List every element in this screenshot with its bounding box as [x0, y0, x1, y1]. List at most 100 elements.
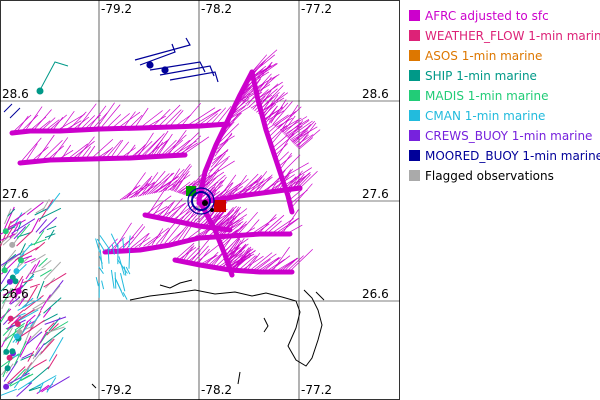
- wind-barb: [257, 76, 272, 96]
- wind-barb: [245, 176, 271, 196]
- legend-label: ASOS 1-min marine: [425, 49, 542, 63]
- wind-barb: [119, 184, 141, 201]
- wind-barb: [210, 151, 226, 168]
- legend-item: AFRC adjusted to sfc: [409, 9, 549, 23]
- wind-barb: [21, 319, 45, 337]
- wind-barb: [229, 249, 256, 271]
- wind-barb: [157, 202, 174, 218]
- wind-barb: [142, 133, 165, 158]
- wind-barb: [10, 297, 20, 305]
- asos-station-square: [214, 200, 226, 212]
- wind-barb: [227, 248, 254, 270]
- wind-barb: [126, 172, 146, 199]
- station-dot: [1, 267, 8, 274]
- wind-barb: [46, 376, 70, 391]
- lon-label-bottom: -77.2: [301, 383, 332, 397]
- wind-barb: [293, 120, 315, 144]
- wind-barb: [43, 307, 52, 318]
- wind-barb: [162, 134, 187, 157]
- wind-barb: [164, 198, 183, 220]
- wind-barb: [228, 254, 244, 266]
- lat-label-left: 28.6: [2, 87, 29, 101]
- wind-barb: [135, 178, 152, 198]
- wind-barb: [283, 119, 300, 134]
- wind-barb: [217, 213, 230, 229]
- wind-barb: [176, 205, 198, 222]
- wind-barb: [25, 331, 43, 345]
- weatherflow-observation-cluster: [0, 192, 70, 397]
- wind-barb: [120, 272, 126, 292]
- wind-barb: [3, 325, 25, 342]
- wind-barb: [13, 340, 27, 366]
- wind-barb: [39, 207, 62, 220]
- wind-barb: [294, 131, 309, 145]
- wind-barb: [246, 252, 261, 271]
- wind-barb: [95, 238, 101, 253]
- wind-barb: [258, 83, 279, 102]
- wind-barb: [222, 206, 240, 230]
- wind-barb: [96, 238, 105, 252]
- station-dot: [13, 333, 20, 340]
- station-dot: [210, 208, 214, 212]
- station-dot: [7, 315, 14, 322]
- legend-swatch: [409, 10, 420, 21]
- wind-barb: [290, 183, 313, 209]
- wind-barb: [272, 246, 290, 272]
- legend-swatch: [409, 150, 420, 161]
- afrc-track: [102, 231, 293, 255]
- ship-wind-barb: [36, 61, 69, 95]
- wind-barb: [130, 233, 150, 249]
- wind-barb: [226, 212, 241, 230]
- wind-barb: [31, 260, 41, 275]
- wind-barb: [194, 243, 220, 264]
- wind-barb: [29, 386, 42, 392]
- wind-barb: [204, 171, 225, 186]
- wind-barb: [274, 110, 297, 127]
- station-dot: [6, 278, 13, 285]
- wind-barb: [11, 114, 32, 134]
- wind-barb: [214, 250, 233, 268]
- coastline-segment: [263, 317, 269, 333]
- wind-barb: [298, 137, 314, 150]
- legend-item: Flagged observations: [409, 169, 554, 183]
- wind-barb: [67, 111, 87, 131]
- wind-barb: [202, 172, 215, 190]
- lon-label-bottom: -79.2: [101, 383, 132, 397]
- wind-barb: [140, 110, 163, 128]
- wind-barb: [123, 111, 136, 129]
- wind-barb: [284, 119, 310, 135]
- legend-label: CMAN 1-min marine: [425, 109, 545, 123]
- wind-barb: [235, 211, 258, 237]
- wind-barb: [34, 343, 45, 358]
- wind-barb: [33, 359, 47, 368]
- afrc-track: [249, 69, 295, 215]
- wind-barb: [282, 115, 296, 133]
- coastline-segment: [159, 279, 193, 289]
- wind-barb: [176, 181, 191, 193]
- wind-barb: [24, 366, 34, 375]
- wind-barb: [198, 108, 222, 126]
- wind-barb: [258, 256, 280, 272]
- legend-label: CREWS_BUOY 1-min marine: [425, 129, 592, 143]
- wind-barb: [0, 253, 21, 266]
- wind-barb: [13, 373, 26, 389]
- wind-barb: [104, 139, 122, 160]
- wind-barb: [16, 309, 39, 323]
- wind-barb: [181, 206, 197, 223]
- station-dot: [4, 365, 11, 372]
- wind-barb: [128, 235, 131, 248]
- wind-barb: [11, 308, 35, 326]
- lat-label-right: 28.6: [362, 87, 389, 101]
- wind-barb: [143, 227, 170, 247]
- wind-barb: [152, 202, 163, 217]
- wind-barb: [75, 103, 97, 131]
- legend-swatch: [409, 70, 420, 81]
- wind-barb: [36, 280, 45, 299]
- wind-barb: [99, 235, 112, 252]
- wind-barb: [266, 121, 281, 134]
- wind-barb: [249, 252, 273, 271]
- wind-barb: [10, 212, 26, 224]
- wind-barb: [114, 272, 117, 289]
- legend-label: AFRC adjusted to sfc: [425, 9, 549, 23]
- wind-barb: [21, 297, 34, 309]
